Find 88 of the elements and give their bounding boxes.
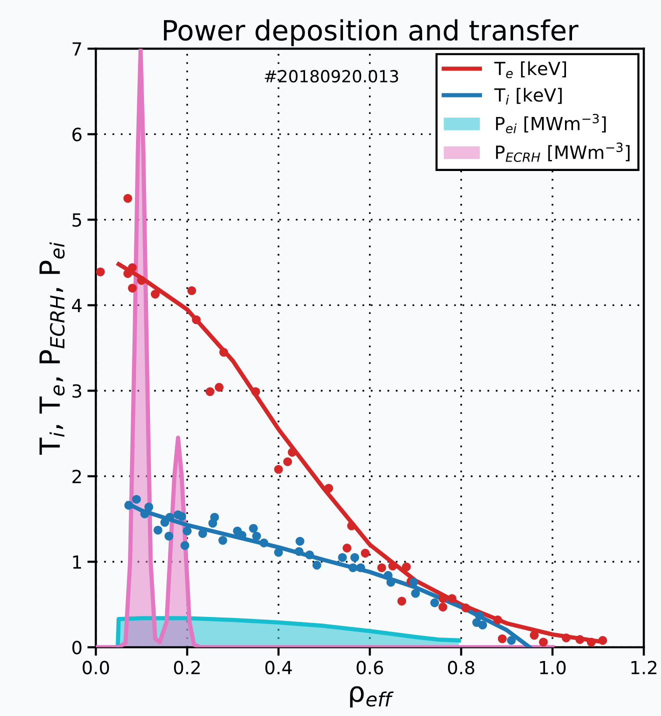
point <box>342 544 352 552</box>
point <box>259 538 268 548</box>
y-tick-label: 3 <box>72 384 82 398</box>
x-tick-label: 1.2 <box>631 660 656 674</box>
point <box>154 526 162 535</box>
point <box>214 382 224 392</box>
legend-label: T$_{e}$ [keV] <box>494 61 566 78</box>
x-tick-label: 0.8 <box>448 660 474 674</box>
y-tick-label: 6 <box>72 128 82 142</box>
point <box>312 560 322 570</box>
point <box>530 630 539 640</box>
annotation: #20180920.013 <box>264 70 398 83</box>
point <box>411 589 420 598</box>
point <box>498 634 507 644</box>
point <box>294 547 304 556</box>
point <box>506 636 516 645</box>
point <box>248 524 258 533</box>
point <box>409 578 418 587</box>
point <box>356 563 366 572</box>
x-tick-label: 0.0 <box>82 660 110 674</box>
point <box>144 502 154 512</box>
y-tick-label: 0 <box>72 640 82 654</box>
y-tick-label: 4 <box>72 298 82 312</box>
point <box>274 548 283 557</box>
x-tick-label: 0.6 <box>356 660 384 674</box>
x-tick-label: 1.0 <box>540 660 566 674</box>
point <box>430 598 440 608</box>
point <box>575 635 584 644</box>
point <box>377 563 386 572</box>
point <box>598 636 608 645</box>
point <box>123 194 132 203</box>
point <box>137 276 146 285</box>
point <box>274 465 283 474</box>
x-tick-label: 0.2 <box>174 660 200 674</box>
y-tick-label: 7 <box>72 42 82 56</box>
point <box>397 596 406 606</box>
point <box>538 638 548 647</box>
point <box>338 553 347 562</box>
point <box>182 526 192 536</box>
point <box>128 263 137 272</box>
point <box>475 611 484 620</box>
point <box>124 500 134 510</box>
y-tick-label: 2 <box>72 470 81 484</box>
point <box>493 616 502 624</box>
point <box>177 512 186 521</box>
point <box>360 548 370 558</box>
point <box>562 633 571 642</box>
point <box>96 267 105 276</box>
point <box>123 269 132 278</box>
chart-title: Power deposition and transfer <box>164 19 578 46</box>
point <box>586 638 596 647</box>
legend-label: P$_{ECRH}$ [MWm$^{−3}$] <box>496 142 630 162</box>
point <box>218 536 228 545</box>
legend-label: T$_{i}$ [keV] <box>494 88 562 105</box>
point <box>348 563 358 572</box>
point <box>448 594 456 603</box>
point <box>206 387 214 396</box>
legend-label: P$_{ei}$ [MWm$^{−3}$] <box>496 114 606 134</box>
point <box>192 315 201 324</box>
point <box>384 571 392 580</box>
point <box>305 550 314 560</box>
point <box>219 348 228 357</box>
point <box>128 284 137 293</box>
point <box>478 620 488 630</box>
point <box>402 562 411 572</box>
point <box>210 512 219 522</box>
point <box>252 532 261 540</box>
point <box>283 457 292 466</box>
point <box>461 604 470 612</box>
point <box>198 529 208 538</box>
point <box>350 553 360 562</box>
y-tick-label: 1 <box>73 555 81 569</box>
point <box>251 387 260 396</box>
point <box>347 521 356 530</box>
point <box>165 512 174 522</box>
y-tick-label: 5 <box>72 213 82 227</box>
y-axis-title: T$_{i}$, T$_{e}$, P$_{ECRH}$, P$_{ei}$ <box>40 242 65 455</box>
point <box>388 562 398 570</box>
point <box>150 290 160 298</box>
point <box>132 494 141 504</box>
x-axis-title: ρ$_{eff}$ <box>350 686 394 708</box>
point <box>180 541 190 550</box>
point <box>187 286 196 296</box>
x-tick-label: 0.4 <box>265 660 292 674</box>
point <box>324 484 334 493</box>
point <box>438 602 448 612</box>
point <box>296 536 304 546</box>
point <box>164 532 174 540</box>
